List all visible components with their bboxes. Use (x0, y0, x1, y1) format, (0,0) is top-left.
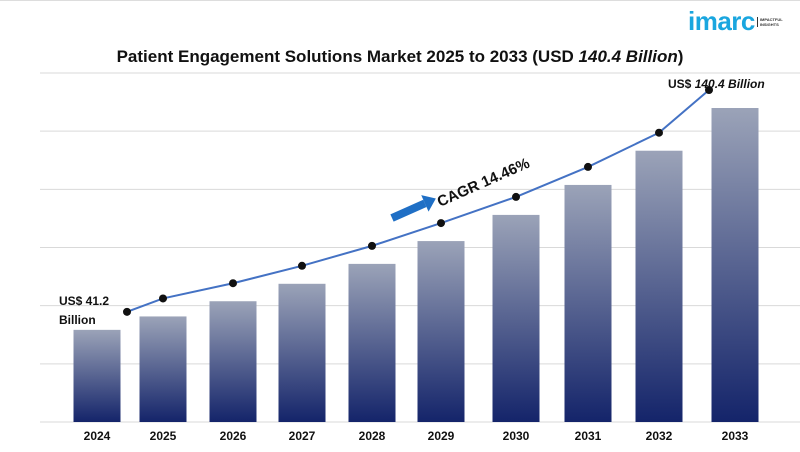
chart-title: Patient Engagement Solutions Market 2025… (0, 47, 800, 67)
title-prefix: Patient Engagement Solutions Market 2025… (116, 47, 579, 66)
trend-line (126, 89, 710, 313)
end-label: US$ 140.4 Billion (668, 77, 765, 91)
bar-2031 (564, 184, 612, 422)
end-label-value: 140.4 Billion (695, 77, 765, 91)
bar-2029 (417, 241, 465, 422)
bar-2024 (73, 329, 121, 422)
cagr-label: CAGR 14.46% (435, 155, 533, 211)
x-tick-label: 2031 (575, 429, 602, 443)
x-tick-label: 2028 (359, 429, 386, 443)
x-tick-label: 2025 (150, 429, 177, 443)
trend-point (368, 241, 376, 250)
trend-point (159, 294, 167, 303)
end-label-prefix: US$ (668, 77, 695, 91)
x-tick-label: 2024 (84, 429, 111, 443)
trend-point (512, 192, 520, 201)
bar-2027 (278, 283, 326, 422)
imarc-logo: imarc IMPACTFUL INSIGHTS (688, 6, 790, 37)
start-label-line1: US$ 41.2 (59, 294, 109, 308)
x-tick-label: 2029 (428, 429, 455, 443)
trend-point (655, 128, 663, 137)
trend-point (229, 279, 237, 288)
top-border (0, 0, 800, 1)
trend-point (584, 162, 592, 171)
bar-2026 (209, 301, 257, 422)
bar-2032 (635, 150, 683, 422)
trend-point (437, 219, 445, 228)
trend-point (123, 307, 131, 316)
title-suffix: ) (677, 47, 684, 66)
bar-2030 (492, 214, 540, 422)
x-tick-label: 2026 (220, 429, 247, 443)
logo-word: imarc (688, 6, 755, 36)
title-value: 140.4 Billion (578, 47, 678, 66)
trend-point (298, 261, 306, 270)
x-tick-label: 2030 (503, 429, 530, 443)
x-tick-label: 2033 (722, 429, 749, 443)
bar-2028 (348, 263, 396, 422)
trend-point (705, 86, 713, 94)
x-tick-label: 2032 (646, 429, 673, 443)
start-label-line2: Billion (59, 313, 96, 327)
logo-tagline: IMPACTFUL INSIGHTS (756, 16, 790, 27)
cagr-arrow-icon (390, 195, 436, 222)
bar-2025 (139, 316, 187, 422)
x-tick-label: 2027 (289, 429, 316, 443)
bar-2033 (711, 108, 759, 422)
